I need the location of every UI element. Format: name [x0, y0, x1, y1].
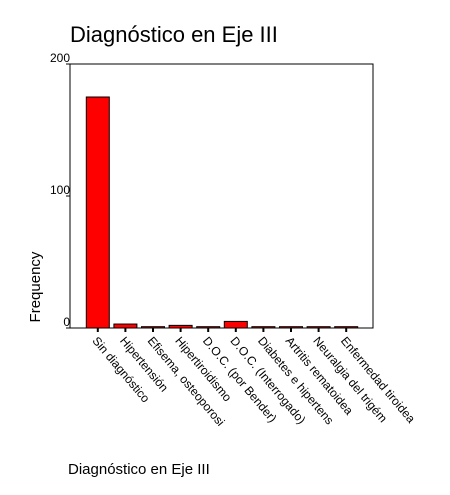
bar-8	[306, 326, 331, 329]
x-axis-label: Diagnóstico en Eje III	[68, 461, 210, 478]
bar-0	[85, 96, 110, 329]
y-tick-label: 200	[50, 51, 70, 65]
y-tick-label: 100	[50, 183, 70, 197]
chart-title: Diagnóstico en Eje III	[70, 22, 278, 47]
bar-3	[168, 324, 193, 329]
bar-2	[141, 326, 165, 329]
bar-9	[334, 326, 359, 329]
plot-frame	[69, 63, 374, 329]
bar-7	[279, 326, 303, 329]
y-tick-label: 0	[63, 315, 70, 329]
bar-4	[196, 326, 221, 329]
y-axis-label: Frequency	[27, 251, 44, 322]
bar-1	[113, 323, 138, 329]
bar-6	[251, 326, 276, 329]
bar-5	[223, 320, 248, 329]
